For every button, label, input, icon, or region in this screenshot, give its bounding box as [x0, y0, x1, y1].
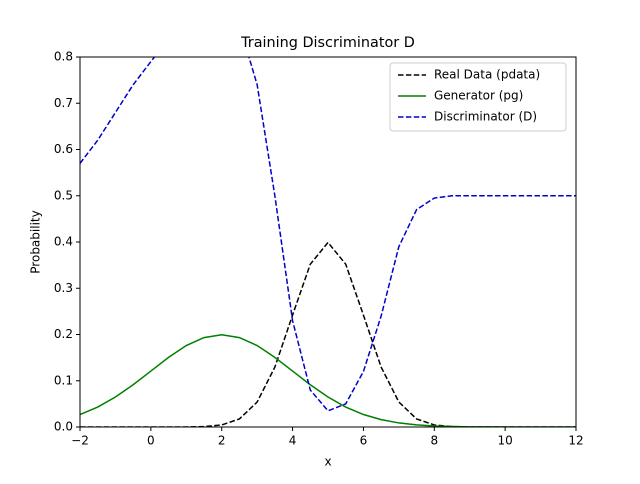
- y-tick-label: 0.1: [54, 373, 73, 387]
- x-tick-label: 0: [147, 434, 155, 448]
- legend-box: [389, 62, 567, 132]
- x-axis-label: x: [324, 455, 331, 469]
- chart-title: Training Discriminator D: [240, 35, 415, 51]
- y-tick-label: 0.8: [54, 50, 73, 64]
- y-tick-label: 0.2: [54, 327, 73, 341]
- y-tick-label: 0.5: [54, 188, 73, 202]
- y-tick-label: 0.6: [54, 142, 73, 156]
- x-tick-label: 4: [289, 434, 297, 448]
- x-tick-label: 10: [498, 434, 513, 448]
- x-tick-label: −2: [71, 434, 89, 448]
- series-line: [80, 333, 576, 427]
- y-axis-label: Probability: [29, 210, 43, 273]
- x-tick-label: 12: [568, 434, 583, 448]
- legend-label: Real Data (pdata): [434, 68, 540, 82]
- y-tick-label: 0.4: [54, 235, 73, 249]
- y-tick-label: 0.3: [54, 281, 73, 295]
- series-line: [80, 241, 576, 427]
- x-tick-label: 8: [430, 434, 438, 448]
- y-tick-label: 0.7: [54, 96, 73, 110]
- y-tick-label: 0.0: [54, 420, 73, 434]
- legend-label: Discriminator (D): [434, 110, 537, 124]
- x-tick-label: 6: [360, 434, 368, 448]
- x-tick-label: 2: [218, 434, 226, 448]
- legend-label: Generator (pg): [434, 89, 523, 103]
